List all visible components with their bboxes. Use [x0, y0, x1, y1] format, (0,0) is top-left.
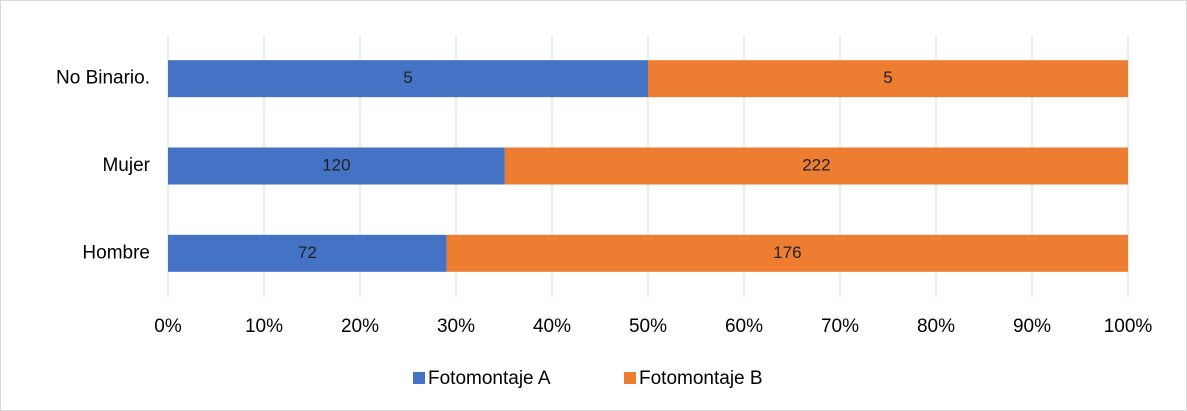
x-tick-label: 100%	[1104, 316, 1153, 337]
x-tick-label: 60%	[725, 316, 763, 337]
data-label: 5	[403, 68, 412, 87]
y-tick-label: Hombre	[82, 242, 150, 263]
bar	[168, 60, 648, 98]
bar	[168, 147, 505, 185]
x-tick-label: 20%	[341, 316, 379, 337]
data-label: 120	[322, 155, 350, 174]
x-tick-label: 50%	[629, 316, 667, 337]
legend-swatch	[413, 372, 425, 384]
bar	[504, 147, 1128, 185]
bar	[168, 234, 447, 272]
x-tick-label: 90%	[1013, 316, 1051, 337]
x-tick-label: 80%	[917, 316, 955, 337]
data-label: 5	[883, 68, 892, 87]
y-tick-label: No Binario.	[56, 68, 150, 89]
legend-label: Fotomontaje B	[639, 368, 763, 389]
bar	[648, 60, 1128, 98]
x-tick-label: 70%	[821, 316, 859, 337]
legend-swatch	[624, 372, 636, 384]
legend-label: Fotomontaje A	[428, 368, 551, 389]
bar	[446, 234, 1128, 272]
x-tick-label: 0%	[154, 316, 182, 337]
data-label: 176	[773, 243, 801, 262]
x-tick-label: 10%	[245, 316, 283, 337]
data-label: 222	[802, 155, 830, 174]
y-tick-label: Mujer	[102, 155, 150, 176]
x-tick-label: 30%	[437, 316, 475, 337]
data-label: 72	[298, 243, 317, 262]
x-tick-label: 40%	[533, 316, 571, 337]
